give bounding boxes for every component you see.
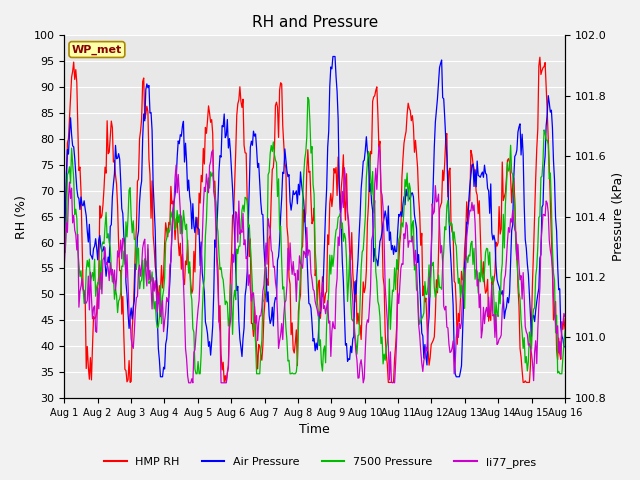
HMP RH	[126, 380, 134, 385]
Air Pressure	[517, 152, 525, 158]
HMP RH	[365, 173, 373, 179]
HMP RH	[429, 337, 437, 343]
li77_pres	[217, 380, 225, 386]
7500 Pressure	[342, 256, 350, 262]
X-axis label: Time: Time	[300, 423, 330, 436]
Text: WP_met: WP_met	[72, 44, 122, 55]
HMP RH	[561, 326, 569, 332]
li77_pres	[342, 177, 349, 182]
7500 Pressure	[273, 160, 280, 166]
li77_pres	[375, 143, 383, 148]
li77_pres	[60, 263, 68, 268]
7500 Pressure	[517, 318, 525, 324]
li77_pres	[517, 273, 525, 278]
li77_pres	[185, 380, 193, 386]
7500 Pressure	[431, 285, 438, 290]
Air Pressure	[431, 144, 438, 150]
Air Pressure	[367, 181, 374, 187]
Air Pressure	[217, 154, 225, 160]
HMP RH	[273, 99, 280, 105]
7500 Pressure	[304, 95, 312, 100]
Air Pressure	[561, 344, 569, 350]
Air Pressure	[157, 374, 164, 380]
Y-axis label: RH (%): RH (%)	[15, 195, 28, 239]
Air Pressure	[60, 253, 68, 259]
Air Pressure	[342, 341, 350, 347]
Line: li77_pres: li77_pres	[64, 145, 565, 383]
Title: RH and Pressure: RH and Pressure	[252, 15, 378, 30]
HMP RH	[516, 346, 524, 351]
HMP RH	[217, 351, 225, 357]
Line: 7500 Pressure: 7500 Pressure	[64, 97, 565, 374]
7500 Pressure	[367, 174, 374, 180]
li77_pres	[273, 287, 280, 292]
HMP RH	[60, 225, 68, 230]
Line: HMP RH: HMP RH	[64, 57, 565, 383]
HMP RH	[342, 217, 349, 223]
7500 Pressure	[217, 265, 225, 271]
li77_pres	[431, 209, 438, 215]
HMP RH	[536, 54, 544, 60]
Line: Air Pressure: Air Pressure	[64, 57, 565, 377]
Y-axis label: Pressure (kPa): Pressure (kPa)	[612, 172, 625, 261]
7500 Pressure	[60, 245, 68, 251]
Air Pressure	[329, 54, 337, 60]
li77_pres	[365, 304, 373, 310]
7500 Pressure	[192, 371, 200, 377]
7500 Pressure	[561, 328, 569, 334]
Air Pressure	[273, 296, 280, 302]
Legend: HMP RH, Air Pressure, 7500 Pressure, li77_pres: HMP RH, Air Pressure, 7500 Pressure, li7…	[100, 452, 540, 472]
li77_pres	[561, 314, 569, 320]
